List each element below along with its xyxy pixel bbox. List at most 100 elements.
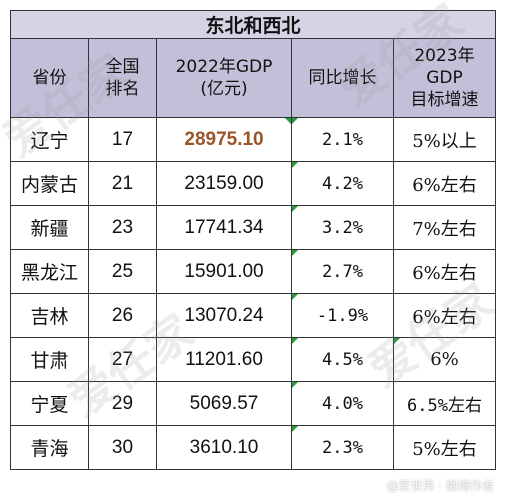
yoy-growth-cell: 3.2% xyxy=(291,205,394,250)
rank-cell: 26 xyxy=(88,293,157,338)
province-cell-text: 宁夏 xyxy=(30,394,69,416)
target-growth-cell-text: 5%左右 xyxy=(412,438,477,460)
province-cell-text: 甘肃 xyxy=(30,350,69,372)
gdp-cell-text: 17741.34 xyxy=(184,216,264,238)
gdp-cell-text: 28975.10 xyxy=(184,128,264,150)
yoy-growth-cell: 4.2% xyxy=(291,161,394,206)
province-cell: 辽宁 xyxy=(10,117,89,162)
yoy-growth-cell: -1.9% xyxy=(291,293,394,338)
table-title: 东北和西北 xyxy=(10,10,496,39)
rank-cell-text: 30 xyxy=(111,436,134,458)
target-growth-cell: 6%左右 xyxy=(393,161,496,206)
header-province: 省份 xyxy=(10,38,89,118)
rank-cell-text: 17 xyxy=(111,128,134,150)
target-growth-cell-text: 6%左右 xyxy=(412,174,477,196)
province-cell-text: 黑龙江 xyxy=(20,262,78,284)
rank-cell: 27 xyxy=(88,337,157,382)
target-growth-cell: 6% xyxy=(393,337,496,382)
cell-flag-icon xyxy=(292,426,298,432)
gdp-cell-text: 11201.60 xyxy=(185,348,263,370)
target-growth-cell: 6.5%左右 xyxy=(393,381,496,426)
province-cell: 吉林 xyxy=(10,293,89,338)
rank-cell: 23 xyxy=(88,205,157,250)
target-growth-cell-text: 6.5%左右 xyxy=(407,396,482,416)
gdp-cell: 28975.10 xyxy=(156,117,292,162)
target-growth-cell: 7%左右 xyxy=(393,205,496,250)
gdp-cell-text: 13070.24 xyxy=(184,304,264,326)
gdp-cell: 13070.24 xyxy=(156,293,292,338)
yoy-growth-cell-text: 3.2% xyxy=(322,217,363,238)
header-row: 省份 全国 排名 2022年GDP (亿元) 同比增长 2023年 GDP 目标… xyxy=(10,38,496,118)
table-row: 新疆 23 17741.34 3.2% 7%左右 xyxy=(10,205,496,250)
rank-cell-text: 27 xyxy=(111,348,134,370)
header-rank: 全国 排名 xyxy=(88,38,157,118)
yoy-growth-cell-text: -1.9% xyxy=(316,305,369,326)
cell-flag-icon xyxy=(292,338,298,344)
target-growth-cell-text: 5%以上 xyxy=(412,130,477,152)
table-row: 黑龙江 25 15901.00 2.7% 6%左右 xyxy=(10,249,496,294)
target-growth-cell-text: 6%左右 xyxy=(412,306,477,328)
target-growth-cell: 5%以上 xyxy=(393,117,496,162)
yoy-growth-cell: 4.0% xyxy=(291,381,394,426)
yoy-growth-cell-text: 2.7% xyxy=(322,261,363,282)
rank-cell-text: 23 xyxy=(111,216,134,238)
gdp-cell: 5069.57 xyxy=(156,381,292,426)
province-cell: 甘肃 xyxy=(10,337,89,382)
cell-flag-icon xyxy=(292,250,298,256)
rank-cell: 29 xyxy=(88,381,157,426)
rank-cell-text: 25 xyxy=(111,260,134,282)
province-cell: 新疆 xyxy=(10,205,89,250)
target-growth-cell: 5%左右 xyxy=(393,425,496,470)
province-cell-text: 新疆 xyxy=(30,218,69,240)
header-yoy: 同比增长 xyxy=(291,38,394,118)
province-cell-text: 青海 xyxy=(30,438,69,460)
gdp-cell: 17741.34 xyxy=(156,205,292,250)
table-row: 辽宁 17 28975.10 2.1% 5%以上 xyxy=(10,117,496,162)
target-growth-cell: 6%左右 xyxy=(393,293,496,338)
gdp-cell-text: 5069.57 xyxy=(189,392,259,414)
province-cell: 青海 xyxy=(10,425,89,470)
rank-cell-text: 26 xyxy=(111,304,134,326)
table-row: 宁夏 29 5069.57 4.0% 6.5%左右 xyxy=(10,381,496,426)
gdp-cell: 3610.10 xyxy=(156,425,292,470)
gdp-cell-text: 3610.10 xyxy=(189,436,259,458)
rank-cell: 17 xyxy=(88,117,157,162)
yoy-growth-cell-text: 4.2% xyxy=(322,173,363,194)
yoy-growth-cell-text: 4.0% xyxy=(322,393,363,414)
target-growth-cell: 6%左右 xyxy=(393,249,496,294)
yoy-growth-cell: 2.7% xyxy=(291,249,394,294)
province-cell-text: 内蒙古 xyxy=(20,174,78,196)
province-cell: 内蒙古 xyxy=(10,161,89,206)
province-cell: 黑龙江 xyxy=(10,249,89,294)
weibo-credit: @爱世界 · 微博作者 xyxy=(386,479,494,493)
table-row: 吉林 26 13070.24 -1.9% 6%左右 xyxy=(10,293,496,338)
gdp-cell: 23159.00 xyxy=(156,161,292,206)
yoy-growth-cell-text: 2.3% xyxy=(322,437,363,458)
rank-cell-text: 29 xyxy=(111,392,134,414)
cell-flag-icon xyxy=(285,118,291,124)
cell-flag-icon xyxy=(292,118,298,124)
target-growth-cell-text: 7%左右 xyxy=(412,218,477,240)
gdp-cell: 11201.60 xyxy=(156,337,292,382)
cell-flag-icon xyxy=(292,162,298,168)
gdp-cell-text: 15901.00 xyxy=(184,260,264,282)
rank-cell: 25 xyxy=(88,249,157,294)
rank-cell: 21 xyxy=(88,161,157,206)
gdp-cell-text: 23159.00 xyxy=(184,172,264,194)
table-row: 甘肃 27 11201.60 4.5% 6% xyxy=(10,337,496,382)
cell-flag-icon xyxy=(394,338,400,344)
yoy-growth-cell-text: 4.5% xyxy=(322,349,363,370)
cell-flag-icon xyxy=(292,382,298,388)
table-row: 青海 30 3610.10 2.3% 5%左右 xyxy=(10,425,496,470)
rank-cell: 30 xyxy=(88,425,157,470)
table-row: 内蒙古 21 23159.00 4.2% 6%左右 xyxy=(10,161,496,206)
province-cell-text: 吉林 xyxy=(30,306,69,328)
province-cell: 宁夏 xyxy=(10,381,89,426)
yoy-growth-cell: 4.5% xyxy=(291,337,394,382)
rank-cell-text: 21 xyxy=(111,172,134,194)
target-growth-cell-text: 6% xyxy=(430,349,459,370)
target-growth-cell-text: 6%左右 xyxy=(412,262,477,284)
gdp-table: 东北和西北 省份 全国 排名 2022年GDP (亿元) 同比增长 2023年 … xyxy=(10,10,496,470)
header-target: 2023年 GDP 目标增速 xyxy=(393,38,496,118)
gdp-cell: 15901.00 xyxy=(156,249,292,294)
